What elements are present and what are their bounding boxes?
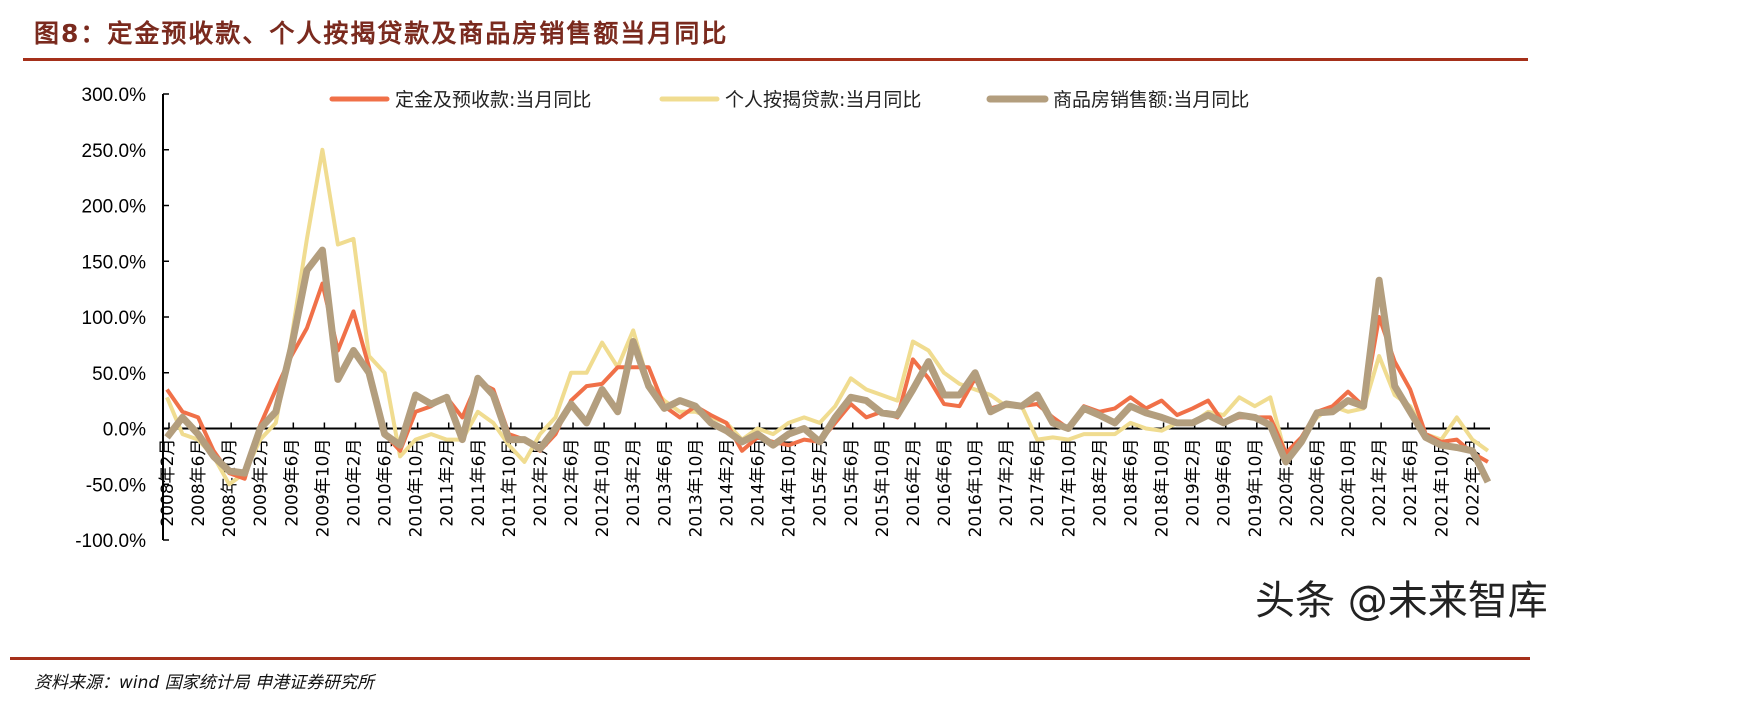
- legend-label: 定金及预收款:当月同比: [395, 89, 591, 111]
- series-line-2: [165, 147, 1490, 487]
- x-tick-label: 2010年2月: [344, 439, 364, 527]
- x-tick-label: 2016年6月: [935, 439, 955, 527]
- y-tick-label: -100.0%: [75, 531, 146, 552]
- top-divider: [23, 58, 1528, 61]
- x-tick-label: 2017年2月: [997, 439, 1017, 527]
- y-tick-label: 50.0%: [92, 364, 146, 385]
- x-tick-label: 2018年2月: [1090, 439, 1110, 527]
- x-tick-label: 2021年10月: [1432, 439, 1452, 538]
- x-tick-label: 2008年2月: [158, 439, 178, 527]
- x-tick-label: 2014年6月: [749, 439, 769, 527]
- x-tick-label: 2019年10月: [1246, 439, 1266, 538]
- x-tick-label: 2010年10月: [407, 439, 427, 538]
- x-tick-label: 2009年2月: [251, 439, 271, 527]
- x-axis: 2008年2月 2008年6月 2008年10月 2009年2月 2009年6月 2009…: [158, 422, 1490, 538]
- watermark: 头条 @未来智库: [1255, 578, 1548, 624]
- x-tick-label: 2012年6月: [562, 439, 582, 527]
- y-tick-label: 150.0%: [82, 252, 147, 273]
- x-tick-label: 2009年10月: [313, 439, 333, 538]
- x-tick-label: 2015年2月: [811, 439, 831, 527]
- bottom-divider: [10, 657, 1530, 660]
- y-tick-label: 250.0%: [82, 141, 147, 162]
- x-tick-label: 2011年2月: [438, 439, 458, 527]
- y-tick-label: 0.0%: [103, 420, 146, 441]
- x-tick-label: 2017年10月: [1059, 439, 1079, 538]
- series-lines: [164, 147, 1492, 487]
- legend-label: 商品房销售额:当月同比: [1053, 89, 1249, 111]
- x-tick-label: 2010年6月: [376, 439, 396, 527]
- series-line-3: [164, 246, 1492, 484]
- x-tick-label: 2018年6月: [1121, 439, 1141, 527]
- x-tick-label: 2012年2月: [531, 439, 551, 527]
- x-tick-label: 2011年6月: [469, 439, 489, 527]
- x-tick-label: 2016年10月: [966, 439, 986, 538]
- x-tick-label: 2021年6月: [1401, 439, 1421, 527]
- x-tick-label: 2014年10月: [780, 439, 800, 538]
- source-note: 资料来源：wind 国家统计局 申港证券研究所: [34, 673, 374, 693]
- x-tick-label: 2016年2月: [904, 439, 924, 527]
- y-tick-label: 200.0%: [82, 197, 147, 218]
- x-tick-label: 2020年6月: [1308, 439, 1328, 527]
- x-tick-label: 2013年6月: [655, 439, 675, 527]
- y-tick-label: -50.0%: [86, 475, 146, 496]
- legend-label: 个人按揭贷款:当月同比: [725, 89, 921, 111]
- x-tick-label: 2018年10月: [1153, 439, 1173, 538]
- y-axis: 300.0% 250.0% 200.0% 150.0% 100.0% 50.0% 0.0% -…: [75, 85, 169, 552]
- y-tick-label: 100.0%: [82, 308, 147, 329]
- x-tick-label: 2009年6月: [282, 439, 302, 527]
- x-tick-label: 2017年6月: [1028, 439, 1048, 527]
- y-tick-label: 300.0%: [82, 85, 147, 106]
- x-tick-label: 2019年6月: [1215, 439, 1235, 527]
- x-tick-label: 2020年10月: [1339, 439, 1359, 538]
- x-tick-label: 2015年6月: [842, 439, 862, 527]
- x-tick-label: 2019年2月: [1184, 439, 1204, 527]
- x-tick-label: 2013年10月: [686, 439, 706, 538]
- x-tick-label: 2013年2月: [624, 439, 644, 527]
- x-tick-label: 2014年2月: [717, 439, 737, 527]
- x-tick-label: 2011年10月: [500, 439, 520, 538]
- x-tick-label: 2012年10月: [593, 439, 613, 538]
- x-tick-label: 2021年2月: [1370, 439, 1390, 527]
- x-tick-label: 2008年10月: [220, 439, 240, 538]
- x-tick-label: 2008年6月: [189, 439, 209, 527]
- legend: 定金及预收款:当月同比 个人按揭贷款:当月同比 商品房销售额:当月同比: [329, 89, 1249, 111]
- x-tick-label: 2015年10月: [873, 439, 893, 538]
- chart-title: 图8：定金预收款、个人按揭贷款及商品房销售额当月同比: [34, 19, 729, 48]
